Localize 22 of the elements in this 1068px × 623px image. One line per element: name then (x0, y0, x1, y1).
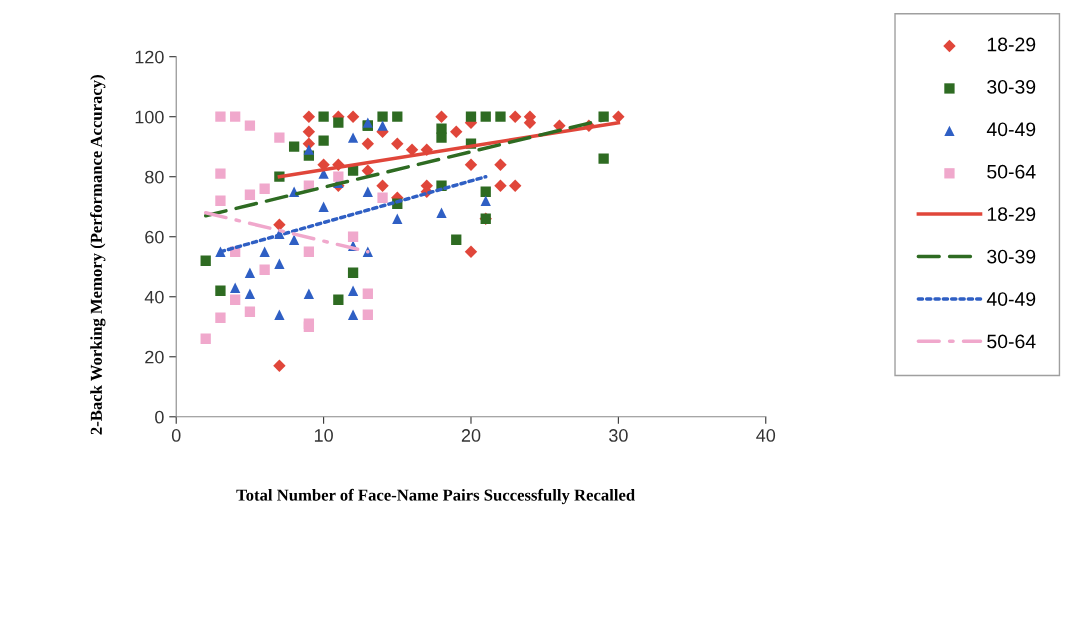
y-tick-label: 120 (135, 50, 164, 64)
legend-label: 30-39 (987, 249, 1036, 264)
legend-label: 40-49 (986, 292, 1036, 306)
legend-label: 50-64 (987, 164, 1036, 179)
y-tick-label: 100 (135, 110, 164, 124)
x-axis-title: Total Number of Face-Name Pairs Successfully Recalled (236, 488, 635, 505)
legend-label: 18-29 (987, 37, 1036, 52)
x-tick-label: 10 (314, 429, 333, 442)
legend-label: 30-39 (987, 79, 1036, 94)
legend-label: 18-29 (987, 207, 1036, 222)
y-tick-label: 20 (145, 350, 164, 364)
x-tick-label: 30 (609, 429, 628, 442)
x-tick-label: 0 (171, 429, 181, 442)
legend-label: 50-64 (987, 334, 1036, 349)
y-tick-label: 60 (145, 230, 164, 244)
x-tick-label: 20 (461, 429, 481, 442)
y-axis-title: 2-Back Working Memory (Performance Accuracy) (90, 75, 106, 435)
y-tick-label: 40 (144, 290, 164, 304)
y-tick-label: 80 (145, 170, 164, 184)
y-tick-label: 0 (155, 410, 164, 424)
legend-label: 40-49 (986, 122, 1036, 137)
x-tick-label: 40 (756, 429, 776, 442)
